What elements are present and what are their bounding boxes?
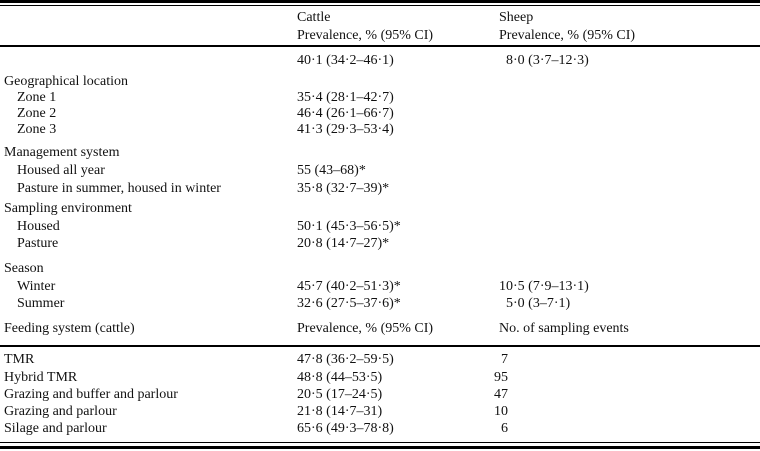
cattle-value: 20·8 (14·7–27)*: [297, 236, 390, 251]
prevalence-value: 20·5 (17–24·5): [297, 387, 383, 402]
sheep-header-line2: Prevalence, % (95% CI): [499, 27, 636, 43]
overall-row: 40·1 (34·2–46·1) 8·0 (3·7–12·3): [0, 52, 760, 69]
table-row: Housed all year 55 (43–68)*: [0, 162, 760, 179]
row-label: Hybrid TMR: [4, 370, 78, 385]
prevalence-value: 65·6 (49·3–78·8): [297, 421, 394, 436]
events-count: 47: [494, 387, 508, 402]
section-title-geographical-location: Geographical location: [0, 73, 760, 90]
sheep-value: 10·5 (7·9–13·1): [499, 279, 589, 294]
row-label: Grazing and parlour: [4, 404, 117, 419]
cattle-header-line2: Prevalence, % (95% CI): [297, 27, 434, 43]
row-label: Zone 2: [17, 106, 57, 121]
events-count: 6: [501, 421, 508, 436]
row-label: Zone 3: [17, 122, 57, 137]
table-row: Hybrid TMR 48·8 (44–53·5) 95: [0, 369, 760, 386]
cattle-value: 55 (43–68)*: [297, 163, 366, 178]
section-title-sampling-environment: Sampling environment: [0, 200, 760, 217]
row-label: Pasture: [17, 236, 59, 251]
bottom-rule-thick: [0, 446, 760, 449]
feeding-header-events: No. of sampling events: [499, 321, 629, 336]
row-label: TMR: [4, 352, 35, 367]
cattle-value: 45·7 (40·2–51·3)*: [297, 279, 401, 294]
feeding-header-row: Feeding system (cattle) Prevalence, % (9…: [0, 320, 760, 337]
cattle-value: 46·4 (26·1–66·7): [297, 106, 394, 121]
cattle-value: 50·1 (45·3–56·5)*: [297, 219, 401, 234]
prevalence-value: 48·8 (44–53·5): [297, 370, 383, 385]
sheep-header-line1: Sheep: [499, 10, 534, 25]
table-row: Summer 32·6 (27·5–37·6)* 5·0 (3–7·1): [0, 295, 760, 312]
top-rule-thick: [0, 0, 760, 3]
events-count: 7: [501, 352, 508, 367]
table-row: Winter 45·7 (40·2–51·3)* 10·5 (7·9–13·1): [0, 278, 760, 295]
section-title: Geographical location: [4, 74, 129, 89]
cattle-header-line1: Cattle: [297, 10, 331, 25]
cattle-value: 32·6 (27·5–37·6)*: [297, 296, 401, 311]
column-header-cattle: Cattle Prevalence, % (95% CI): [297, 9, 433, 44]
row-label: Pasture in summer, housed in winter: [17, 181, 221, 196]
row-label: Housed all year: [17, 163, 105, 178]
table-row: Zone 2 46·4 (26·1–66·7): [0, 105, 760, 122]
table-row: Pasture 20·8 (14·7–27)*: [0, 235, 760, 252]
sheep-value: 8·0 (3·7–12·3): [506, 53, 589, 68]
feeding-header-rule: [0, 345, 760, 347]
column-header-sheep: Sheep Prevalence, % (95% CI): [499, 9, 635, 44]
prevalence-value: 47·8 (36·2–59·5): [297, 352, 394, 367]
bottom-rule-thin: [0, 442, 760, 443]
header-rule: [0, 45, 760, 47]
row-label: Housed: [17, 219, 60, 234]
table-row: Grazing and parlour 21·8 (14·7–31) 10: [0, 403, 760, 420]
top-rule-thin: [0, 5, 760, 6]
table-row: Pasture in summer, housed in winter 35·8…: [0, 180, 760, 197]
events-count: 95: [494, 370, 508, 385]
section-title: Sampling environment: [4, 201, 132, 216]
section-title: Season: [4, 261, 44, 276]
cattle-value: 40·1 (34·2–46·1): [297, 53, 394, 68]
cattle-value: 35·8 (32·7–39)*: [297, 181, 390, 196]
row-label: Grazing and buffer and parlour: [4, 387, 178, 402]
sheep-value: 5·0 (3–7·1): [506, 296, 571, 311]
table-row: Housed 50·1 (45·3–56·5)*: [0, 218, 760, 235]
table-row: Zone 3 41·3 (29·3–53·4): [0, 121, 760, 138]
prevalence-value: 21·8 (14·7–31): [297, 404, 383, 419]
row-label: Winter: [17, 279, 56, 294]
table-header-row: Cattle Prevalence, % (95% CI) Sheep Prev…: [0, 9, 760, 45]
section-title: Management system: [4, 145, 120, 160]
row-label: Silage and parlour: [4, 421, 107, 436]
section-title-season: Season: [0, 260, 760, 277]
section-title-management-system: Management system: [0, 144, 760, 161]
events-count: 10: [494, 404, 508, 419]
table-row: Zone 1 35·4 (28·1–42·7): [0, 89, 760, 106]
table-row: Grazing and buffer and parlour 20·5 (17–…: [0, 386, 760, 403]
cattle-value: 35·4 (28·1–42·7): [297, 90, 394, 105]
feeding-header-label: Feeding system (cattle): [4, 321, 135, 336]
row-label: Zone 1: [17, 90, 57, 105]
row-label: Summer: [17, 296, 65, 311]
table-row: Silage and parlour 65·6 (49·3–78·8) 6: [0, 420, 760, 437]
feeding-header-prevalence: Prevalence, % (95% CI): [297, 321, 434, 336]
cattle-value: 41·3 (29·3–53·4): [297, 122, 394, 137]
table-row: TMR 47·8 (36·2–59·5) 7: [0, 351, 760, 368]
